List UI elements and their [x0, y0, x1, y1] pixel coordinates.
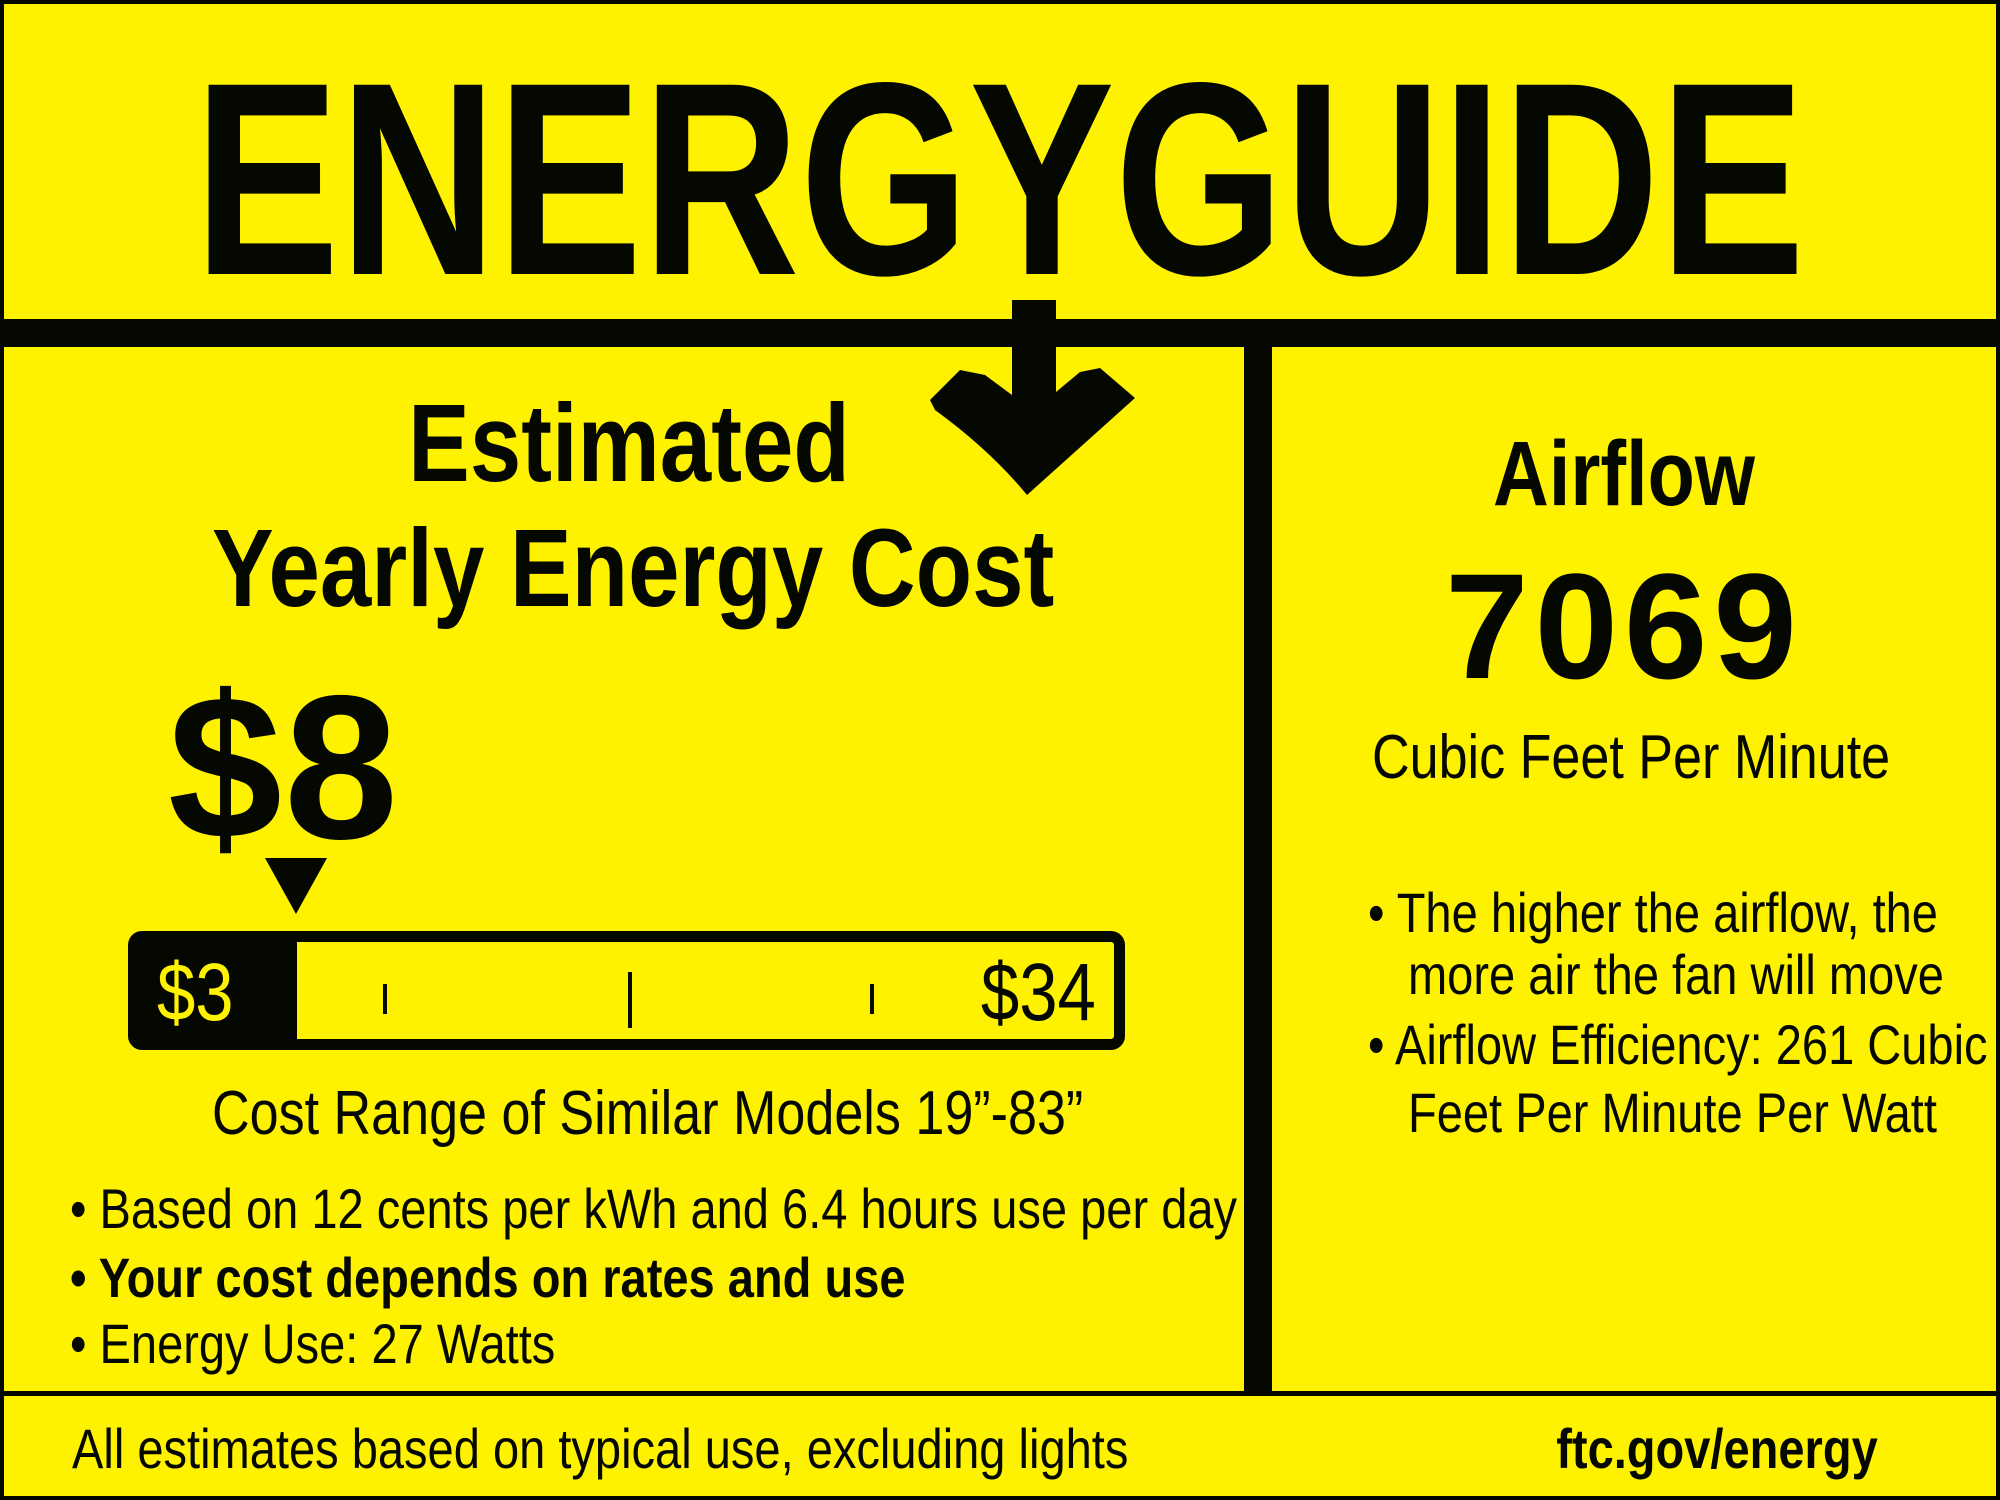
footer-divider — [0, 1391, 2000, 1396]
logo-title: ENERGYGUIDE — [194, 26, 1805, 333]
cost-range-text: Cost Range of Similar Models 19”-83” — [212, 1079, 1084, 1148]
scale-tick — [383, 984, 387, 1014]
scale-fill — [139, 942, 297, 1039]
scale-tick — [870, 984, 874, 1014]
airflow-bullet: • Airflow Efficiency: 261 Cubic — [1368, 1013, 1988, 1076]
cost-bullet: • Energy Use: 27 Watts — [70, 1312, 556, 1375]
cost-indicator-triangle-icon — [265, 858, 327, 914]
header-divider — [0, 319, 2000, 347]
airflow-bullet-cont: Feet Per Minute Per Watt — [1408, 1081, 1937, 1144]
energyguide-logo: ENERGYGUIDE — [194, 26, 1805, 495]
cost-heading-line1: Estimated — [408, 382, 850, 505]
airflow-bullet: • The higher the airflow, the — [1368, 881, 1938, 944]
column-divider — [1244, 330, 1272, 1395]
cost-range-scale: $3 $34 — [128, 931, 1125, 1050]
arrow-down-icon — [930, 300, 1135, 495]
scale-max-label: $34 — [981, 947, 1096, 1038]
ftc-link[interactable]: ftc.gov/energy — [1556, 1417, 1878, 1480]
airflow-bullet-cont: more air the fan will move — [1408, 943, 1944, 1006]
airflow-value: 7069 — [1445, 542, 1803, 710]
cost-heading-line2: Yearly Energy Cost — [212, 507, 1055, 630]
scale-min-label: $3 — [157, 947, 234, 1038]
cost-bullet: • Based on 12 cents per kWh and 6.4 hour… — [70, 1177, 1238, 1240]
estimated-cost-value: $8 — [168, 653, 401, 882]
footer-note: All estimates based on typical use, excl… — [72, 1417, 1129, 1480]
cost-bullet: • Your cost depends on rates and use — [70, 1246, 906, 1309]
airflow-heading: Airflow — [1493, 423, 1755, 525]
airflow-unit: Cubic Feet Per Minute — [1372, 723, 1891, 792]
scale-tick — [628, 972, 632, 1028]
